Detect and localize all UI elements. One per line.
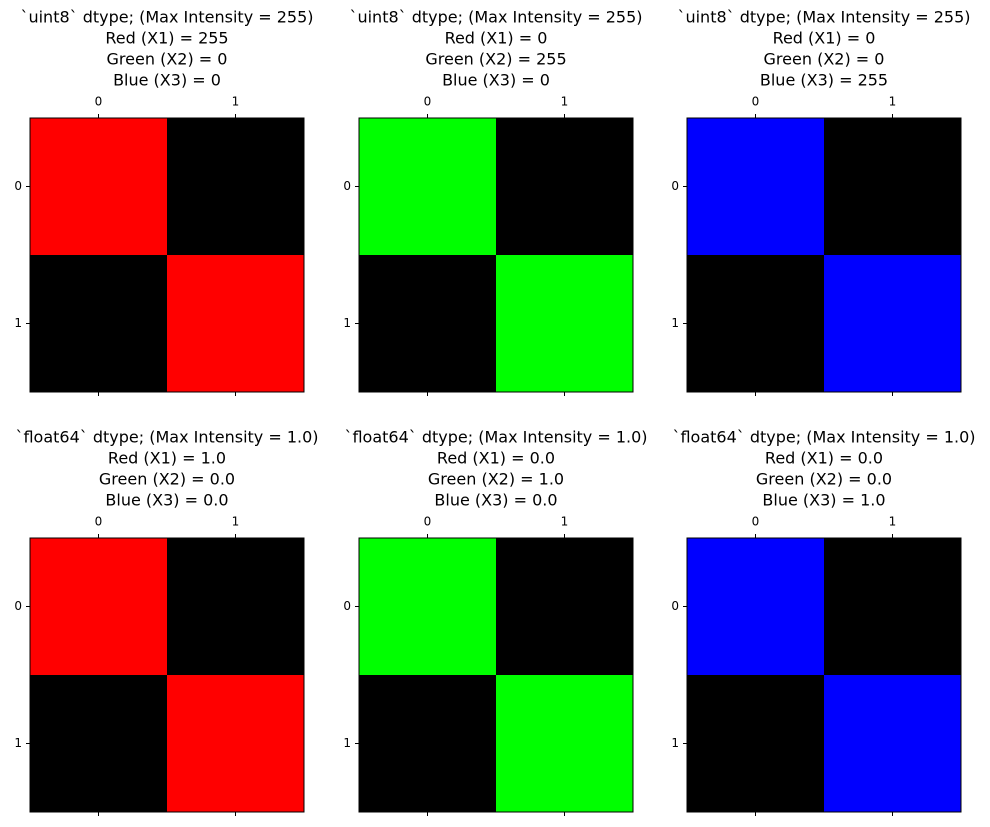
pixel bbox=[167, 675, 304, 812]
pixel bbox=[30, 118, 167, 255]
y-tick-label: 1 bbox=[343, 316, 351, 330]
x-tick-label: 0 bbox=[95, 515, 103, 529]
panel-title: Green (X2) = 0.0 bbox=[756, 470, 892, 489]
pixel bbox=[824, 255, 961, 392]
x-tick-label: 1 bbox=[232, 95, 240, 109]
x-tick-label: 1 bbox=[889, 95, 897, 109]
x-tick-label: 0 bbox=[424, 515, 432, 529]
panel-title: Red (X1) = 255 bbox=[105, 29, 228, 48]
pixel bbox=[496, 118, 633, 255]
pixel bbox=[824, 538, 961, 675]
panel-title: Blue (X3) = 0 bbox=[113, 71, 221, 90]
axes-frame bbox=[29, 537, 305, 813]
pixel bbox=[359, 538, 496, 675]
x-tick-label: 0 bbox=[752, 95, 760, 109]
axes-frame bbox=[686, 537, 962, 813]
x-tick-label: 1 bbox=[889, 515, 897, 529]
pixel bbox=[824, 675, 961, 812]
x-tick-label: 0 bbox=[424, 95, 432, 109]
panel-title: Blue (X3) = 0 bbox=[442, 71, 550, 90]
pixel bbox=[687, 255, 824, 392]
y-tick-label: 0 bbox=[14, 179, 22, 193]
x-tick-label: 1 bbox=[561, 95, 569, 109]
x-tick-label: 0 bbox=[95, 95, 103, 109]
panel-title: `uint8` dtype; (Max Intensity = 255) bbox=[349, 8, 642, 27]
pixel bbox=[687, 538, 824, 675]
pixel bbox=[30, 255, 167, 392]
panel-title: Blue (X3) = 255 bbox=[760, 71, 888, 90]
pixel bbox=[687, 675, 824, 812]
pixel bbox=[824, 118, 961, 255]
panel-title: Red (X1) = 0 bbox=[445, 29, 548, 48]
y-tick-label: 0 bbox=[14, 599, 22, 613]
panel-title: `uint8` dtype; (Max Intensity = 255) bbox=[20, 8, 313, 27]
panel-title: Red (X1) = 0 bbox=[773, 29, 876, 48]
panel-title: Green (X2) = 255 bbox=[425, 50, 566, 69]
panel-title: `uint8` dtype; (Max Intensity = 255) bbox=[677, 8, 970, 27]
panel-title: Red (X1) = 0.0 bbox=[765, 449, 883, 468]
pixel bbox=[167, 538, 304, 675]
pixel bbox=[496, 538, 633, 675]
panel-title: Green (X2) = 0 bbox=[764, 50, 885, 69]
y-tick-label: 0 bbox=[671, 599, 679, 613]
pixel bbox=[167, 118, 304, 255]
pixel bbox=[30, 538, 167, 675]
pixel bbox=[496, 675, 633, 812]
pixel bbox=[359, 675, 496, 812]
pixel bbox=[30, 675, 167, 812]
y-tick-label: 0 bbox=[343, 599, 351, 613]
y-tick-label: 1 bbox=[14, 736, 22, 750]
panel-title: `float64` dtype; (Max Intensity = 1.0) bbox=[15, 428, 318, 447]
panel-title: `float64` dtype; (Max Intensity = 1.0) bbox=[672, 428, 975, 447]
panel-title: Red (X1) = 1.0 bbox=[108, 449, 226, 468]
y-tick-label: 1 bbox=[671, 316, 679, 330]
pixel bbox=[496, 255, 633, 392]
y-tick-label: 1 bbox=[343, 736, 351, 750]
panel-title: Red (X1) = 0.0 bbox=[437, 449, 555, 468]
x-tick-label: 0 bbox=[752, 515, 760, 529]
panel-title: Green (X2) = 0 bbox=[107, 50, 228, 69]
y-tick-label: 0 bbox=[343, 179, 351, 193]
x-tick-label: 1 bbox=[561, 515, 569, 529]
axes-frame bbox=[358, 117, 634, 393]
y-tick-label: 1 bbox=[671, 736, 679, 750]
y-tick-label: 1 bbox=[14, 316, 22, 330]
panel-title: Green (X2) = 1.0 bbox=[428, 470, 564, 489]
axes-frame bbox=[29, 117, 305, 393]
y-tick-label: 0 bbox=[671, 179, 679, 193]
panel-title: Blue (X3) = 0.0 bbox=[434, 491, 557, 510]
pixel bbox=[687, 118, 824, 255]
panel-title: Blue (X3) = 0.0 bbox=[105, 491, 228, 510]
pixel bbox=[359, 118, 496, 255]
panel-title: Green (X2) = 0.0 bbox=[99, 470, 235, 489]
axes-frame bbox=[686, 117, 962, 393]
x-tick-label: 1 bbox=[232, 515, 240, 529]
axes-frame bbox=[358, 537, 634, 813]
panel-title: `float64` dtype; (Max Intensity = 1.0) bbox=[344, 428, 647, 447]
panel-title: Blue (X3) = 1.0 bbox=[762, 491, 885, 510]
pixel bbox=[167, 255, 304, 392]
pixel bbox=[359, 255, 496, 392]
